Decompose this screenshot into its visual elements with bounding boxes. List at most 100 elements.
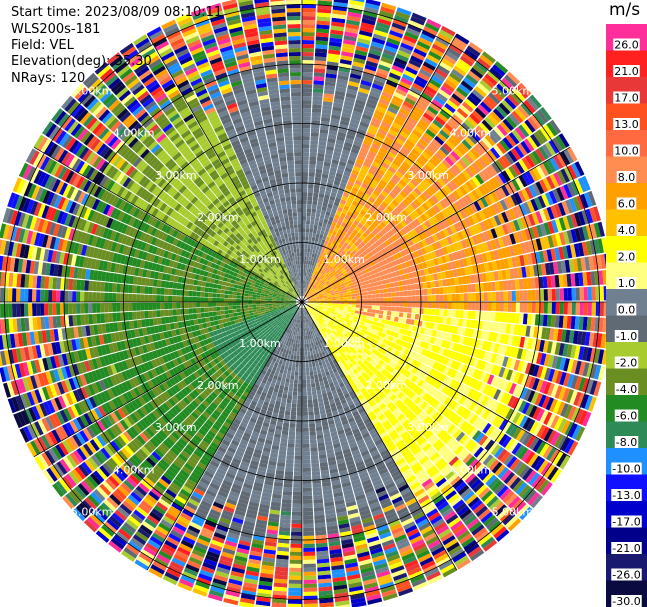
velocity-gate xyxy=(331,188,338,194)
velocity-gate xyxy=(364,2,380,10)
velocity-gate xyxy=(416,141,426,151)
velocity-gate xyxy=(305,280,308,285)
velocity-gate xyxy=(557,202,566,216)
velocity-gate xyxy=(501,185,510,197)
velocity-gate xyxy=(504,96,517,110)
velocity-gate xyxy=(302,184,308,189)
velocity-gate xyxy=(394,311,400,317)
velocity-gate xyxy=(502,137,514,150)
velocity-gate xyxy=(404,273,410,280)
velocity-gate xyxy=(302,0,317,5)
velocity-gate xyxy=(472,64,486,76)
velocity-gate xyxy=(435,265,441,273)
velocity-gate xyxy=(408,193,416,201)
velocity-gate xyxy=(383,197,392,205)
velocity-gate xyxy=(536,224,544,238)
velocity-gate xyxy=(362,265,368,270)
velocity-gate xyxy=(306,295,310,299)
velocity-gate xyxy=(383,49,396,57)
velocity-gate xyxy=(504,210,513,222)
velocity-gate xyxy=(319,129,329,134)
velocity-gate xyxy=(551,219,559,233)
velocity-gate xyxy=(406,93,418,103)
velocity-gate xyxy=(472,110,484,122)
velocity-gate xyxy=(464,98,477,110)
velocity-gate xyxy=(354,310,360,314)
velocity-gate xyxy=(378,285,383,290)
velocity-gate xyxy=(453,37,468,48)
velocity-gate xyxy=(529,94,542,109)
velocity-gate xyxy=(479,54,494,67)
velocity-gate xyxy=(466,257,472,266)
velocity-gate xyxy=(430,122,441,132)
velocity-gate xyxy=(534,197,543,210)
velocity-gate xyxy=(562,216,571,230)
velocity-gate xyxy=(323,218,329,224)
velocity-gate xyxy=(322,101,333,107)
velocity-gate xyxy=(497,248,504,259)
velocity-gate xyxy=(368,216,376,223)
velocity-gate xyxy=(450,261,457,270)
velocity-gate xyxy=(311,212,316,217)
velocity-gate xyxy=(435,232,443,241)
velocity-gate xyxy=(302,339,305,344)
velocity-gate xyxy=(355,292,360,297)
velocity-gate xyxy=(307,290,311,295)
velocity-gate xyxy=(302,92,312,97)
velocity-gate xyxy=(333,279,339,283)
velocity-gate xyxy=(307,248,311,253)
velocity-gate xyxy=(535,148,546,162)
velocity-gate xyxy=(406,215,414,223)
velocity-gate xyxy=(332,239,337,245)
velocity-gate xyxy=(303,331,306,336)
velocity-gate xyxy=(302,80,313,85)
velocity-gate xyxy=(466,95,479,107)
velocity-gate xyxy=(447,302,452,310)
velocity-gate xyxy=(303,272,305,277)
velocity-gate xyxy=(505,134,517,147)
velocity-gate xyxy=(287,370,291,376)
velocity-gate xyxy=(401,146,411,155)
velocity-gate xyxy=(464,238,471,248)
velocity-gate xyxy=(366,171,375,179)
velocity-gate xyxy=(308,184,314,189)
velocity-gate xyxy=(350,204,357,210)
velocity-gate xyxy=(461,101,474,113)
velocity-gate xyxy=(353,183,361,190)
velocity-gate xyxy=(350,290,356,294)
velocity-gate xyxy=(318,246,323,252)
velocity-gate xyxy=(316,156,325,162)
velocity-gate xyxy=(324,81,336,87)
velocity-gate xyxy=(328,272,334,277)
velocity-gate xyxy=(341,277,347,281)
velocity-gate xyxy=(393,140,403,149)
velocity-gate xyxy=(334,214,340,220)
velocity-gate xyxy=(310,216,315,221)
velocity-gate xyxy=(369,45,383,53)
velocity-gate xyxy=(402,312,408,318)
velocity-gate xyxy=(426,209,435,218)
velocity-gate xyxy=(357,272,363,277)
velocity-gate xyxy=(439,61,453,72)
velocity-gate xyxy=(302,16,316,21)
velocity-gate xyxy=(546,206,555,220)
velocity-gate xyxy=(314,221,319,226)
velocity-gate xyxy=(361,281,366,286)
velocity-gate xyxy=(304,276,306,281)
velocity-gate xyxy=(437,112,449,123)
velocity-gate xyxy=(346,211,353,217)
velocity-gate xyxy=(407,231,415,239)
velocity-gate xyxy=(349,77,361,84)
velocity-gate xyxy=(439,264,445,272)
velocity-gate xyxy=(314,56,327,62)
velocity-gate xyxy=(321,177,328,183)
velocity-gate xyxy=(451,309,456,318)
velocity-gate xyxy=(312,249,316,254)
velocity-gate xyxy=(311,463,320,468)
velocity-gate xyxy=(449,166,459,177)
velocity-gate xyxy=(379,293,384,298)
velocity-gate xyxy=(332,218,339,224)
velocity-gate xyxy=(396,152,406,161)
velocity-gate xyxy=(352,144,361,151)
velocity-gate xyxy=(302,168,309,173)
